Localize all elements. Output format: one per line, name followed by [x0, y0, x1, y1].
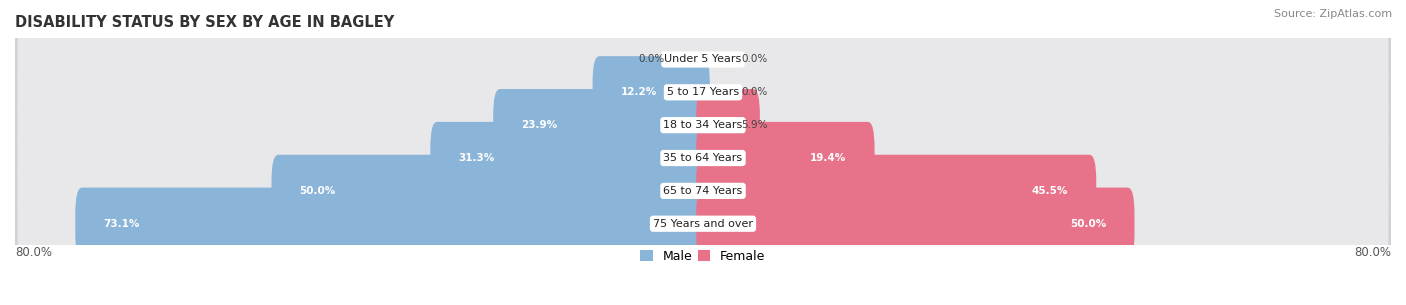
FancyBboxPatch shape: [13, 18, 1393, 101]
FancyBboxPatch shape: [13, 51, 1393, 134]
Text: 65 to 74 Years: 65 to 74 Years: [664, 186, 742, 196]
Text: 80.0%: 80.0%: [1354, 246, 1391, 259]
FancyBboxPatch shape: [430, 122, 710, 194]
FancyBboxPatch shape: [17, 61, 1389, 123]
Text: 80.0%: 80.0%: [15, 246, 52, 259]
Legend: Male, Female: Male, Female: [636, 245, 770, 268]
Text: 0.0%: 0.0%: [741, 87, 768, 97]
Text: 5.9%: 5.9%: [741, 120, 768, 130]
FancyBboxPatch shape: [13, 182, 1393, 265]
Text: 35 to 64 Years: 35 to 64 Years: [664, 153, 742, 163]
FancyBboxPatch shape: [17, 29, 1389, 90]
FancyBboxPatch shape: [13, 117, 1393, 199]
FancyBboxPatch shape: [696, 89, 759, 161]
FancyBboxPatch shape: [13, 84, 1393, 167]
FancyBboxPatch shape: [271, 155, 710, 227]
FancyBboxPatch shape: [494, 89, 710, 161]
FancyBboxPatch shape: [76, 188, 710, 260]
FancyBboxPatch shape: [696, 155, 1097, 227]
FancyBboxPatch shape: [17, 160, 1389, 222]
Text: 31.3%: 31.3%: [458, 153, 495, 163]
Text: 0.0%: 0.0%: [741, 55, 768, 64]
Text: Source: ZipAtlas.com: Source: ZipAtlas.com: [1274, 9, 1392, 19]
FancyBboxPatch shape: [696, 122, 875, 194]
Text: 19.4%: 19.4%: [810, 153, 846, 163]
Text: 12.2%: 12.2%: [620, 87, 657, 97]
Text: Under 5 Years: Under 5 Years: [665, 55, 741, 64]
Text: 5 to 17 Years: 5 to 17 Years: [666, 87, 740, 97]
Text: 75 Years and over: 75 Years and over: [652, 219, 754, 229]
Text: 18 to 34 Years: 18 to 34 Years: [664, 120, 742, 130]
Text: 50.0%: 50.0%: [299, 186, 336, 196]
FancyBboxPatch shape: [696, 188, 1135, 260]
Text: 73.1%: 73.1%: [103, 219, 139, 229]
FancyBboxPatch shape: [17, 193, 1389, 255]
Text: 23.9%: 23.9%: [522, 120, 557, 130]
FancyBboxPatch shape: [17, 94, 1389, 156]
FancyBboxPatch shape: [17, 127, 1389, 189]
Text: 50.0%: 50.0%: [1070, 219, 1107, 229]
FancyBboxPatch shape: [592, 56, 710, 128]
Text: 45.5%: 45.5%: [1032, 186, 1069, 196]
Text: 0.0%: 0.0%: [638, 55, 665, 64]
FancyBboxPatch shape: [13, 149, 1393, 232]
Text: DISABILITY STATUS BY SEX BY AGE IN BAGLEY: DISABILITY STATUS BY SEX BY AGE IN BAGLE…: [15, 15, 394, 30]
